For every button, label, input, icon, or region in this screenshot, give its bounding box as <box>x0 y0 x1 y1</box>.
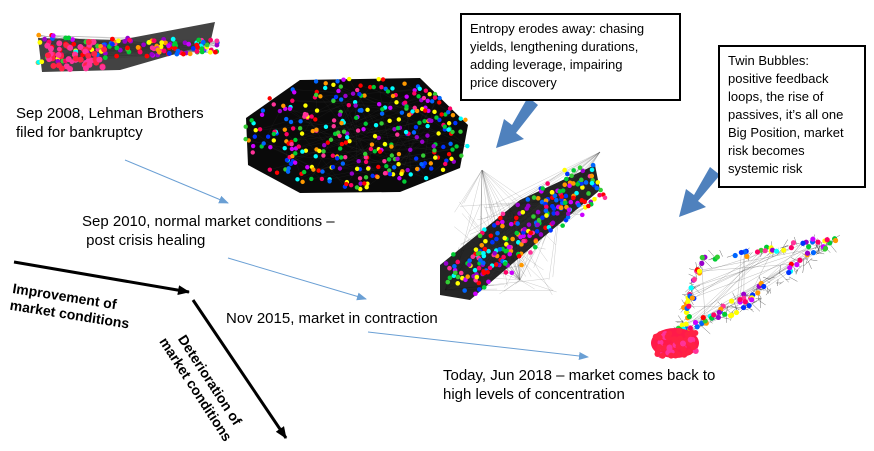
network-2010 <box>243 76 470 193</box>
improvement-axis-arrow <box>13 260 190 296</box>
entropy-callout-box: Entropy erodes away: chasing yields, len… <box>460 13 681 101</box>
twin-line-2: positive feedback <box>728 71 829 86</box>
network-graphs <box>35 22 841 359</box>
today-label: Today, Jun 2018 – market comes back to h… <box>443 366 715 404</box>
deterioration-axis-arrow <box>191 299 288 439</box>
network-2018-core <box>651 328 699 359</box>
twin-bubbles-callout-box: Twin Bubbles: positive feedback loops, t… <box>718 45 866 188</box>
normal-conditions-label: Sep 2010, normal market conditions – pos… <box>82 212 335 250</box>
network-2008-core <box>44 39 108 72</box>
entropy-line-1: Entropy erodes away: chasing <box>470 21 645 36</box>
contraction-label-line-1: Nov 2015, market in contraction <box>226 310 438 327</box>
entropy-line-2: yields, lengthening durations, <box>470 39 639 54</box>
entropy-line-3: adding leverage, impairing <box>470 57 623 72</box>
flow-arrow-2015-2018 <box>367 331 589 360</box>
flow-arrow-2010-2015 <box>227 257 367 301</box>
lehman-label-line-2: filed for bankruptcy <box>16 124 143 141</box>
flow-arrow-2008-2010 <box>124 159 229 204</box>
entropy-callout-arrow <box>496 97 538 148</box>
twin-line-6: risk becomes <box>728 143 805 158</box>
twin-bubbles-callout-arrow <box>679 167 720 217</box>
today-label-line-1: Today, Jun 2018 – market comes back to <box>443 367 716 384</box>
network-2015 <box>440 162 608 300</box>
network-2008 <box>35 22 220 72</box>
twin-line-7: systemic risk <box>728 161 803 176</box>
normal-label-line-2: post crisis healing <box>82 232 206 249</box>
contraction-label: Nov 2015, market in contraction <box>226 309 438 328</box>
twin-line-3: loops, the rise of <box>728 89 824 104</box>
today-label-line-2: high levels of concentration <box>443 386 625 403</box>
twin-line-4: passives, it’s all one <box>728 107 844 122</box>
lehman-label: Sep 2008, Lehman Brothers filed for bank… <box>16 104 204 142</box>
lehman-label-line-1: Sep 2008, Lehman Brothers <box>16 105 204 122</box>
normal-label-line-1: Sep 2010, normal market conditions – <box>82 213 335 230</box>
twin-line-5: Big Position, market <box>728 125 844 140</box>
entropy-line-4: price discovery <box>470 75 557 90</box>
network-2018 <box>673 236 839 338</box>
twin-line-1: Twin Bubbles: <box>728 53 809 68</box>
